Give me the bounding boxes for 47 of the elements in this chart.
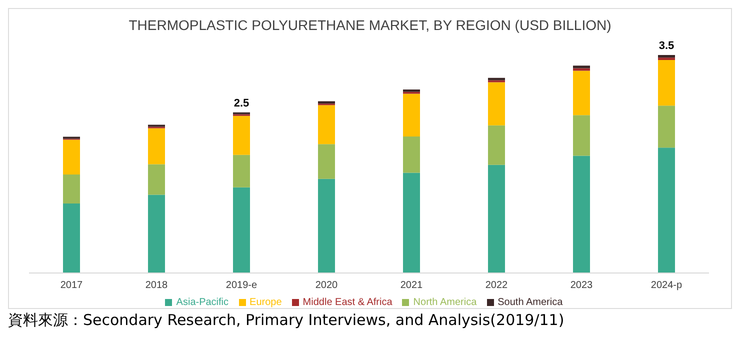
x-tick-label: 2024-p bbox=[650, 280, 683, 292]
bar bbox=[658, 55, 675, 58]
bar bbox=[233, 187, 250, 273]
bar bbox=[403, 94, 420, 137]
bar bbox=[488, 125, 505, 165]
x-tick-label: 2022 bbox=[485, 280, 508, 292]
legend-label: South America bbox=[498, 297, 563, 308]
bar bbox=[403, 89, 420, 92]
bar bbox=[233, 116, 250, 155]
legend-label: Asia-Pacific bbox=[176, 297, 229, 308]
bar bbox=[148, 128, 165, 164]
legend-label: Europe bbox=[250, 297, 282, 308]
bar bbox=[233, 154, 250, 188]
bar bbox=[403, 136, 420, 173]
x-tick-label: 2021 bbox=[400, 280, 424, 292]
bar bbox=[488, 82, 505, 126]
bar bbox=[63, 203, 80, 273]
bar bbox=[573, 66, 590, 68]
legend-label: North America bbox=[413, 297, 477, 308]
x-tick-label: 2023 bbox=[570, 280, 594, 292]
source-note: 資料來源：Secondary Research, Primary Interviews, and Analysis(2019/11) bbox=[8, 311, 566, 330]
x-tick-label: 2018 bbox=[145, 280, 168, 292]
x-tick-label: 2017 bbox=[60, 280, 84, 292]
bar bbox=[318, 105, 335, 144]
bar bbox=[63, 174, 80, 204]
annotation: 2.5 bbox=[234, 97, 250, 110]
legend-label: Middle East & Africa bbox=[302, 297, 392, 308]
bar bbox=[658, 60, 675, 106]
bar bbox=[488, 164, 505, 273]
bar bbox=[318, 144, 335, 179]
chart-title: THERMOPLASTIC POLYURETHANE MARKET, BY REGION (USD BILLION) bbox=[128, 17, 612, 33]
x-tick-label: 2020 bbox=[315, 280, 338, 292]
bar bbox=[318, 101, 335, 104]
bar bbox=[658, 148, 675, 273]
bar bbox=[573, 156, 590, 273]
bar bbox=[573, 115, 590, 156]
bar bbox=[488, 78, 505, 80]
bar bbox=[318, 178, 335, 273]
bar bbox=[148, 194, 165, 273]
bar bbox=[63, 140, 80, 174]
bar bbox=[658, 58, 675, 60]
bar bbox=[573, 70, 590, 116]
bar bbox=[403, 172, 420, 273]
annotation: 3.5 bbox=[658, 40, 674, 52]
bar bbox=[658, 106, 675, 148]
bar bbox=[148, 164, 165, 195]
x-tick-label: 2019-e bbox=[226, 280, 258, 292]
